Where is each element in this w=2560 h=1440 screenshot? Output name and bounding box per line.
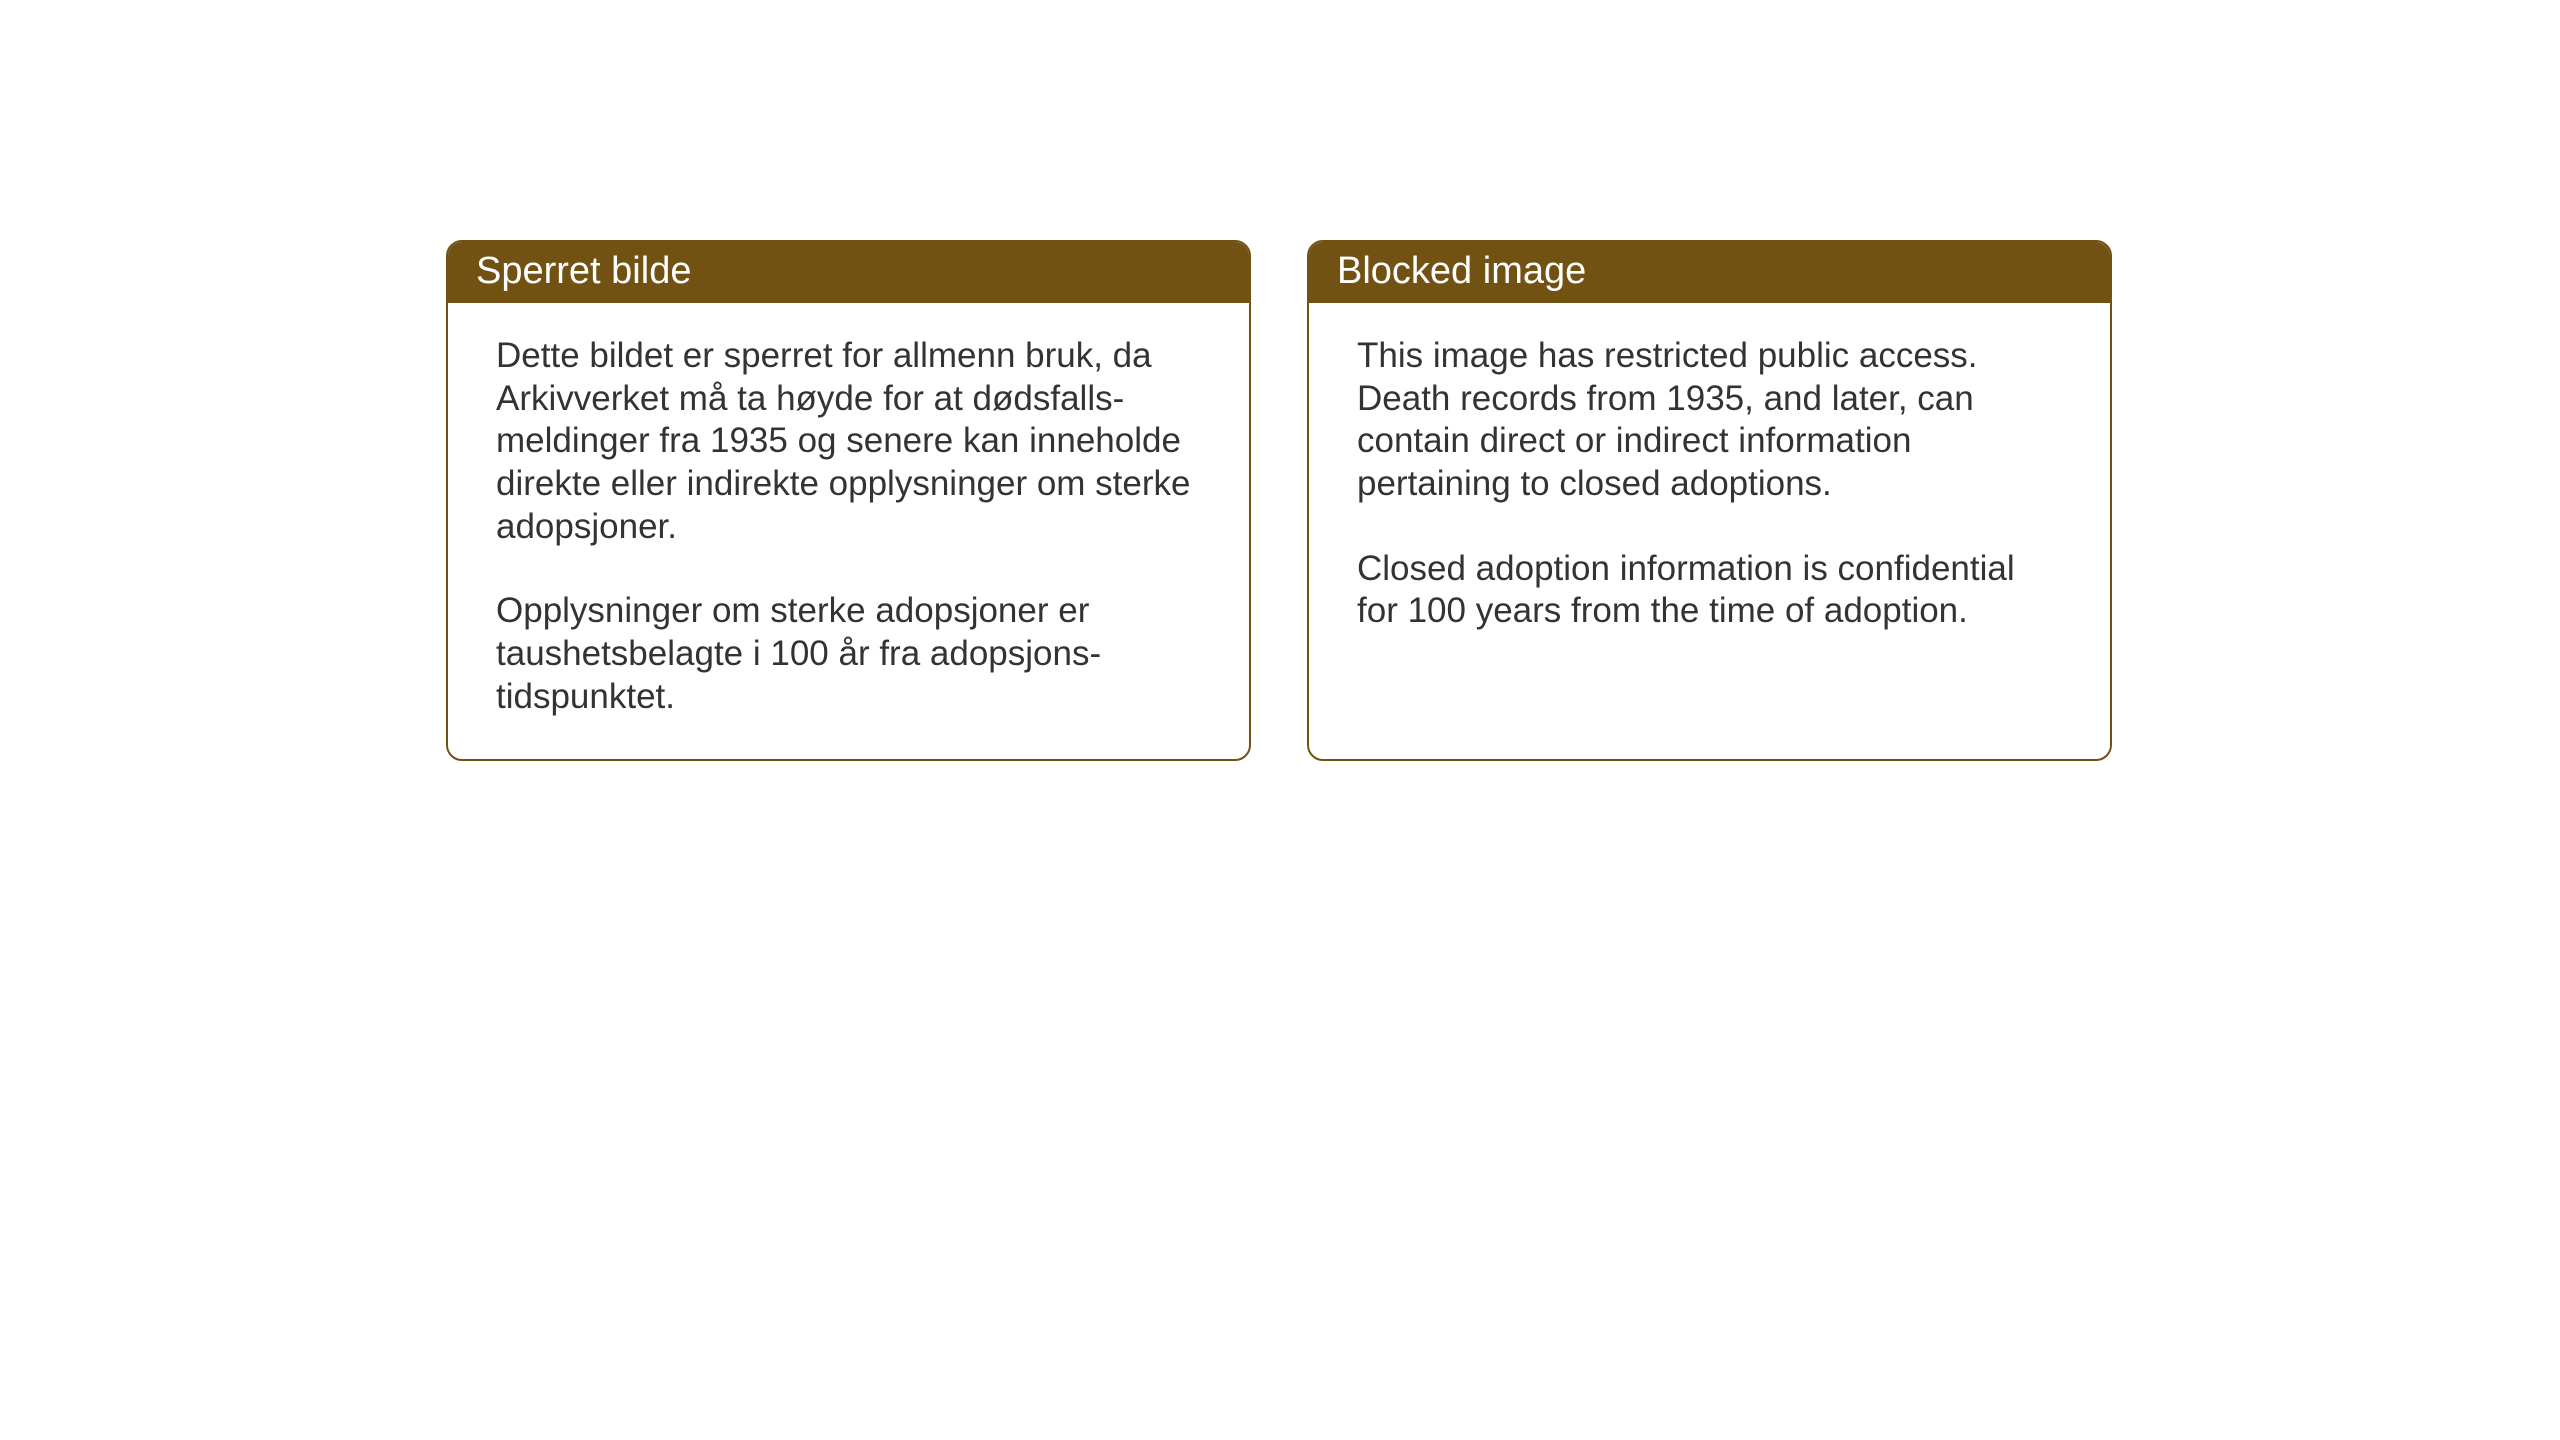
card-body-english: This image has restricted public access.… (1309, 303, 2110, 743)
card-paragraph-1-english: This image has restricted public access.… (1357, 335, 2062, 506)
card-title-english: Blocked image (1337, 250, 1586, 292)
card-header-english: Blocked image (1309, 242, 2110, 303)
notice-card-norwegian: Sperret bilde Dette bildet er sperret fo… (446, 240, 1251, 761)
notice-card-english: Blocked image This image has restricted … (1307, 240, 2112, 761)
card-paragraph-2-english: Closed adoption information is confident… (1357, 548, 2062, 633)
card-paragraph-2-norwegian: Opplysninger om sterke adopsjoner er tau… (496, 590, 1201, 718)
card-title-norwegian: Sperret bilde (476, 250, 691, 292)
card-paragraph-1-norwegian: Dette bildet er sperret for allmenn bruk… (496, 335, 1201, 548)
notice-cards-container: Sperret bilde Dette bildet er sperret fo… (446, 240, 2112, 761)
card-header-norwegian: Sperret bilde (448, 242, 1249, 303)
card-body-norwegian: Dette bildet er sperret for allmenn bruk… (448, 303, 1249, 759)
